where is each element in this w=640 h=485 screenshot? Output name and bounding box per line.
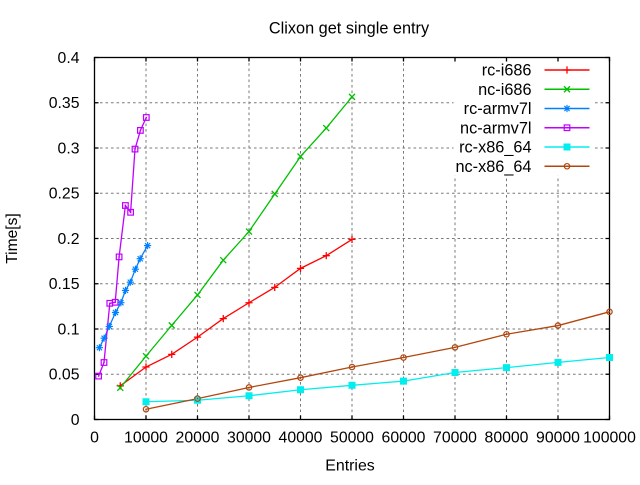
svg-text:70000: 70000 bbox=[433, 429, 477, 446]
svg-text:rc-i686: rc-i686 bbox=[482, 62, 532, 80]
svg-text:30000: 30000 bbox=[227, 429, 271, 446]
svg-text:nc-x86_64: nc-x86_64 bbox=[455, 158, 531, 176]
svg-text:10000: 10000 bbox=[124, 429, 168, 446]
svg-text:0.05: 0.05 bbox=[49, 367, 80, 384]
svg-text:50000: 50000 bbox=[330, 429, 374, 446]
svg-text:rc-x86_64: rc-x86_64 bbox=[459, 139, 531, 157]
svg-text:80000: 80000 bbox=[485, 429, 529, 446]
svg-text:Clixon get single entry: Clixon get single entry bbox=[269, 20, 430, 38]
svg-text:100000: 100000 bbox=[583, 429, 636, 446]
svg-text:0.3: 0.3 bbox=[58, 140, 80, 157]
svg-text:0.35: 0.35 bbox=[49, 95, 80, 112]
svg-text:Time[s]: Time[s] bbox=[4, 213, 21, 264]
svg-text:60000: 60000 bbox=[382, 429, 426, 446]
svg-text:nc-i686: nc-i686 bbox=[478, 81, 531, 99]
svg-text:0.25: 0.25 bbox=[49, 186, 80, 203]
svg-text:90000: 90000 bbox=[536, 429, 580, 446]
svg-text:0: 0 bbox=[90, 429, 99, 446]
svg-text:Entries: Entries bbox=[325, 458, 375, 475]
svg-text:20000: 20000 bbox=[176, 429, 220, 446]
svg-text:0.15: 0.15 bbox=[49, 276, 80, 293]
svg-text:0.1: 0.1 bbox=[58, 321, 80, 338]
svg-text:0.2: 0.2 bbox=[58, 231, 80, 248]
svg-text:40000: 40000 bbox=[279, 429, 323, 446]
svg-text:0.4: 0.4 bbox=[58, 50, 80, 67]
svg-text:nc-armv7l: nc-armv7l bbox=[460, 119, 531, 137]
svg-text:0: 0 bbox=[71, 412, 80, 429]
svg-text:rc-armv7l: rc-armv7l bbox=[464, 100, 532, 118]
